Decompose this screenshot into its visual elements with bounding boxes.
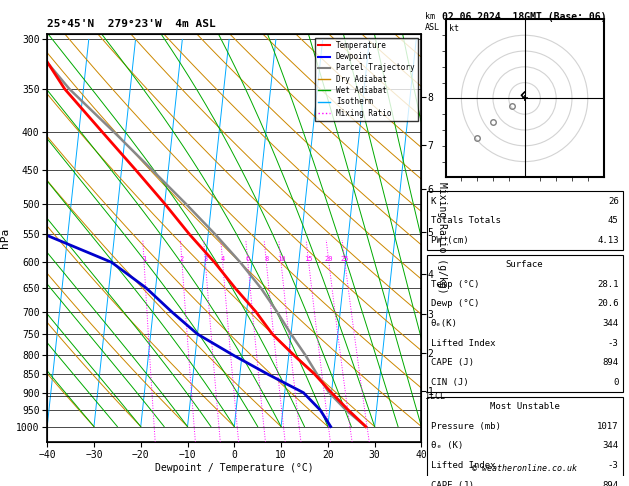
Text: Surface: Surface (506, 260, 543, 269)
Text: -3: -3 (608, 339, 618, 348)
Text: 20: 20 (325, 256, 333, 262)
Text: 344: 344 (603, 319, 618, 328)
Text: -3: -3 (608, 461, 618, 470)
Bar (426, 397, 623, 486)
Text: CAPE (J): CAPE (J) (431, 481, 474, 486)
Text: 26: 26 (608, 197, 618, 206)
Text: CAPE (J): CAPE (J) (431, 359, 474, 367)
Text: Lifted Index: Lifted Index (431, 339, 495, 348)
Text: 25: 25 (341, 256, 349, 262)
Text: 0: 0 (613, 378, 618, 387)
Text: Dewp (°C): Dewp (°C) (431, 299, 479, 309)
Text: © weatheronline.co.uk: © weatheronline.co.uk (472, 465, 577, 473)
Text: 6: 6 (246, 256, 250, 262)
Text: 28.1: 28.1 (597, 280, 618, 289)
Text: Totals Totals: Totals Totals (431, 216, 501, 226)
Y-axis label: hPa: hPa (1, 228, 11, 248)
Text: 894: 894 (603, 481, 618, 486)
Bar (426, 255, 623, 392)
Text: 3: 3 (203, 256, 208, 262)
Y-axis label: Mixing Ratio (g/kg): Mixing Ratio (g/kg) (437, 182, 447, 294)
Text: 894: 894 (603, 359, 618, 367)
Text: CIN (J): CIN (J) (431, 378, 468, 387)
Text: 344: 344 (603, 441, 618, 451)
Text: 4.13: 4.13 (597, 236, 618, 245)
Text: 20.6: 20.6 (597, 299, 618, 309)
Text: km
ASL: km ASL (425, 12, 440, 32)
Text: PW (cm): PW (cm) (431, 236, 468, 245)
Legend: Temperature, Dewpoint, Parcel Trajectory, Dry Adiabat, Wet Adiabat, Isotherm, Mi: Temperature, Dewpoint, Parcel Trajectory… (315, 38, 418, 121)
Text: kt: kt (448, 24, 459, 33)
Text: 4: 4 (221, 256, 225, 262)
Text: Lifted Index: Lifted Index (431, 461, 495, 470)
Text: θₑ(K): θₑ(K) (431, 319, 457, 328)
Text: 8: 8 (264, 256, 269, 262)
Text: Most Unstable: Most Unstable (489, 402, 560, 411)
Text: 45: 45 (608, 216, 618, 226)
Bar (426, 191, 623, 250)
Text: 10: 10 (277, 256, 286, 262)
X-axis label: Dewpoint / Temperature (°C): Dewpoint / Temperature (°C) (155, 463, 314, 473)
Text: Temp (°C): Temp (°C) (431, 280, 479, 289)
Text: 15: 15 (304, 256, 313, 262)
Text: 1LCL: 1LCL (425, 392, 445, 401)
Text: θₑ (K): θₑ (K) (431, 441, 463, 451)
Text: 1017: 1017 (597, 422, 618, 431)
Text: 2: 2 (180, 256, 184, 262)
Text: Pressure (mb): Pressure (mb) (431, 422, 501, 431)
Text: 02.06.2024  18GMT (Base: 06): 02.06.2024 18GMT (Base: 06) (442, 12, 607, 22)
Text: K: K (431, 197, 436, 206)
Text: 1: 1 (142, 256, 146, 262)
Text: 25°45'N  279°23'W  4m ASL: 25°45'N 279°23'W 4m ASL (47, 19, 216, 29)
